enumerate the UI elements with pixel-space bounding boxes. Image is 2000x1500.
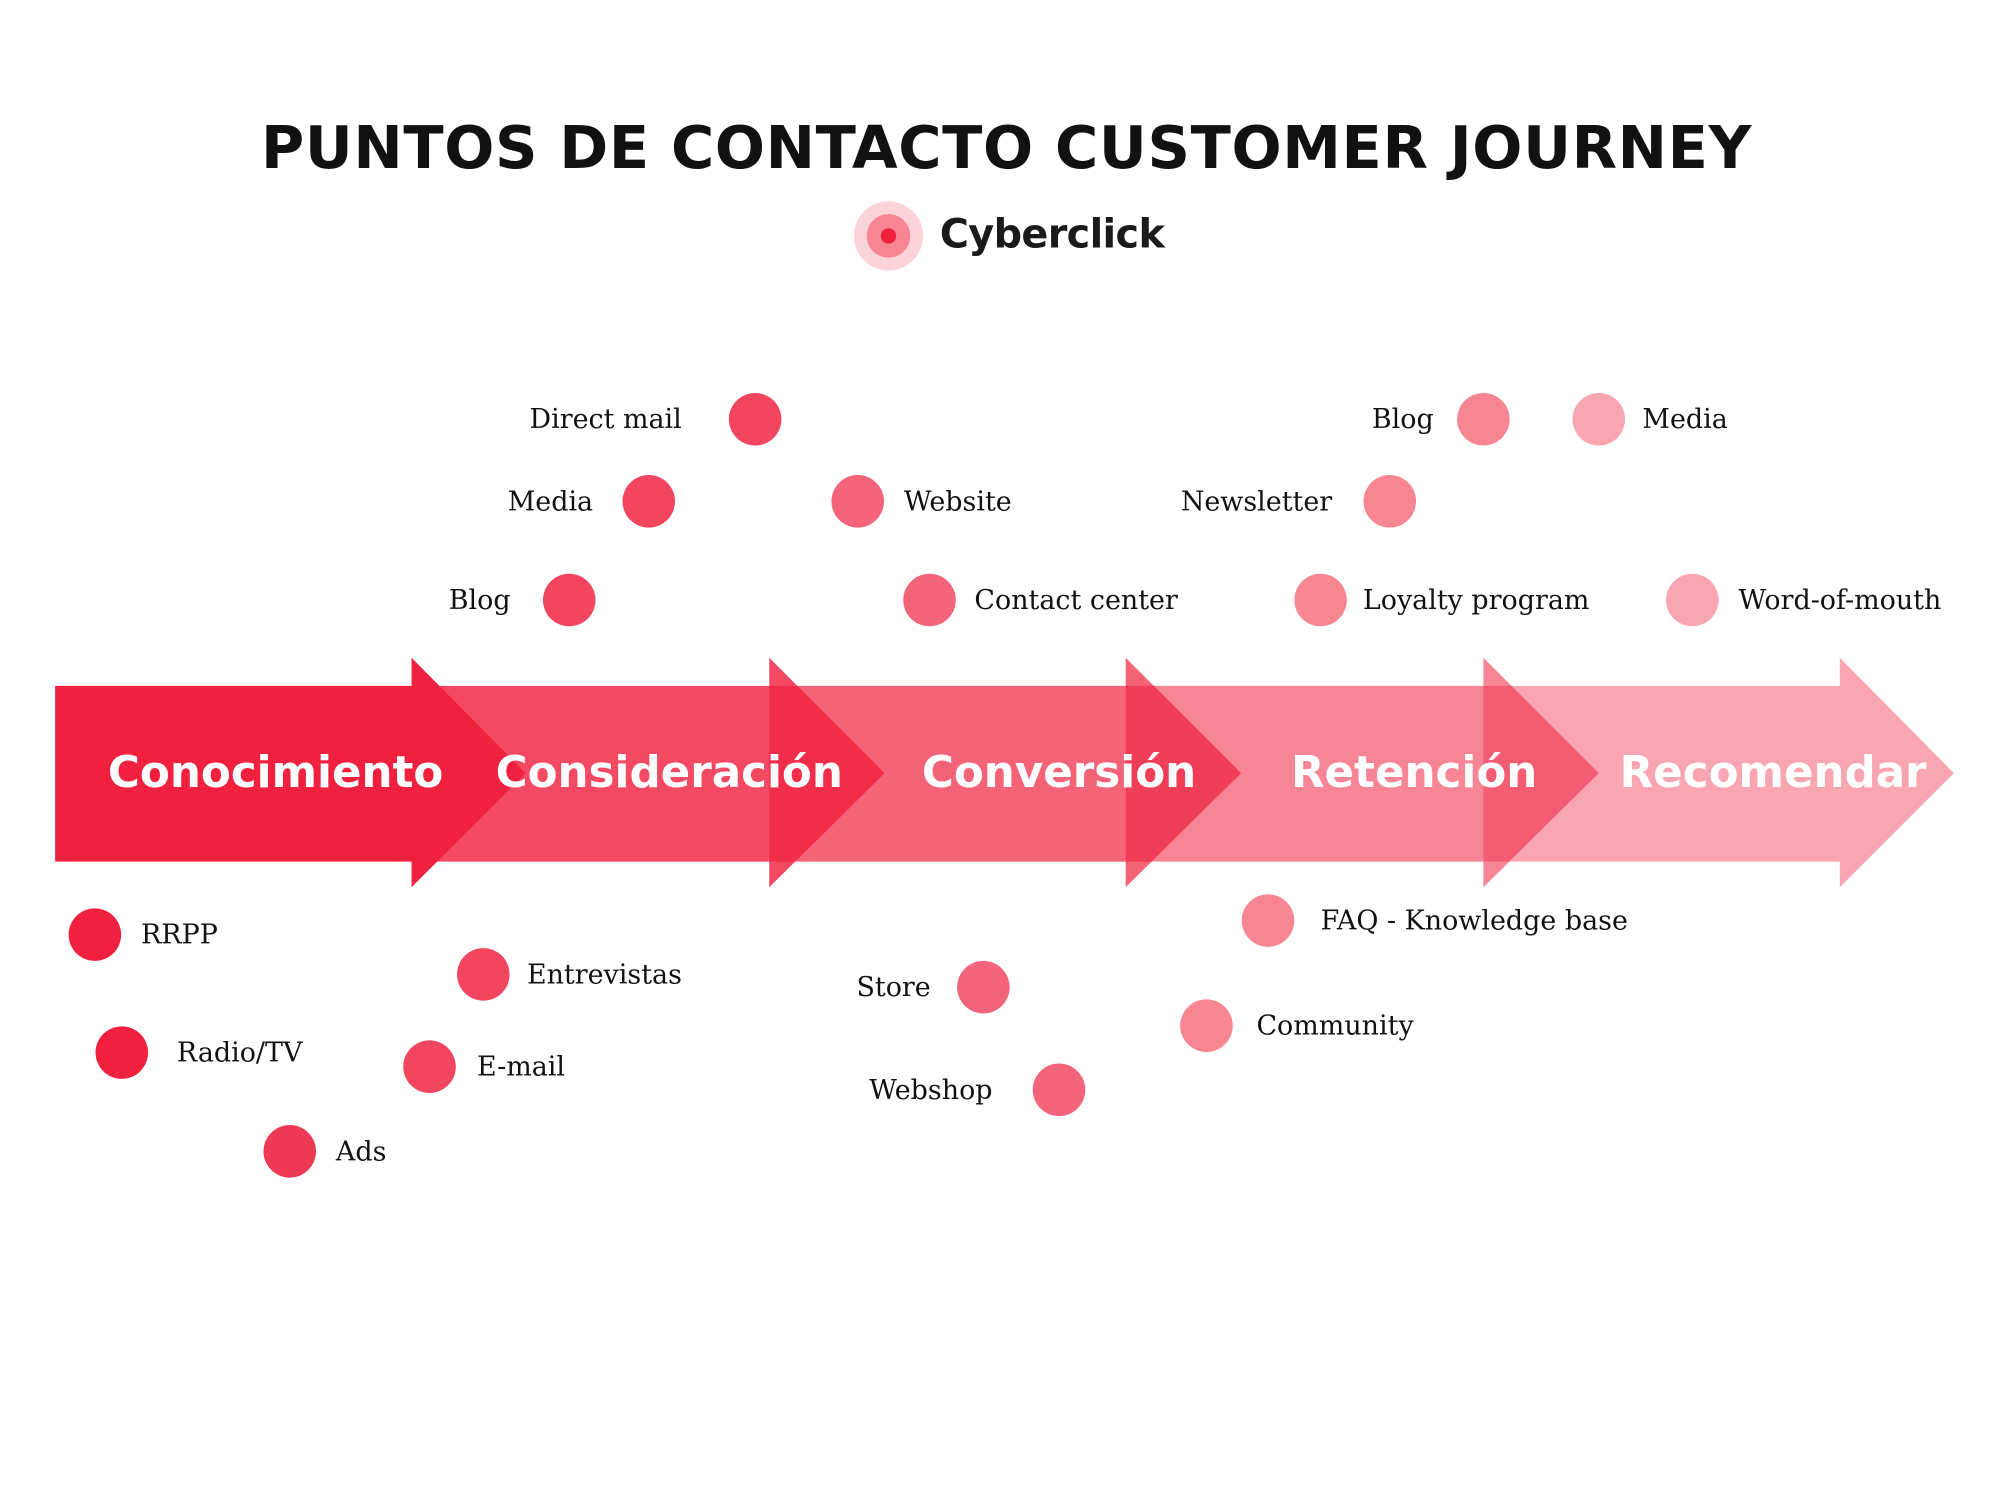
- touchpoint-label: E-mail: [476, 1051, 566, 1083]
- touchpoint-label: Blog: [1371, 403, 1434, 435]
- touchpoint-label: Word-of-mouth: [1738, 584, 1942, 616]
- touchpoint-dot: [263, 1125, 317, 1178]
- touchpoint-dot: [1666, 573, 1719, 627]
- arrow-conversion: [769, 657, 1242, 888]
- arrow-conocimiento: [55, 657, 526, 888]
- touchpoint-label: Newsletter: [1180, 485, 1333, 517]
- brand-name: Cyberclick: [939, 211, 1165, 258]
- touchpoint-dot: [622, 475, 676, 528]
- touchpoint-dot: [1241, 894, 1295, 947]
- touchpoint-label: Contact center: [974, 584, 1178, 616]
- touchpoint-label: Entrevistas: [526, 959, 682, 990]
- touchpoint-dot: [903, 573, 956, 627]
- touchpoint-dot: [457, 948, 510, 1001]
- touchpoint-dot: [1457, 392, 1510, 446]
- touchpoint-label: Blog: [448, 584, 511, 616]
- touchpoint-label: Website: [903, 485, 1012, 517]
- touchpoint-dot: [728, 392, 782, 446]
- touchpoint-label: Radio/TV: [176, 1037, 303, 1068]
- touchpoint-label: Webshop: [869, 1074, 993, 1106]
- touchpoint-label: Media: [1642, 403, 1728, 435]
- touchpoint-label: Loyalty program: [1362, 584, 1590, 616]
- touchpoint-dot: [95, 1026, 149, 1079]
- arrow-recomendar: [1483, 657, 1954, 888]
- touchpoint-dot: [68, 908, 122, 961]
- arrow-retencion: [1125, 657, 1599, 888]
- stage-recomendar: Recomendar: [1619, 747, 1927, 799]
- stage-conocimiento: Conocimiento: [107, 747, 444, 799]
- stage-conversion: Conversión: [921, 747, 1197, 799]
- touchpoint-dot: [1180, 999, 1233, 1052]
- touchpoint-dot: [1294, 573, 1347, 627]
- touchpoint-dot: [957, 960, 1010, 1014]
- stage-retencion: Retención: [1290, 747, 1538, 799]
- target-rings-icon: [853, 201, 924, 271]
- touchpoint-label: Ads: [335, 1135, 387, 1167]
- touchpoint-dot: [403, 1040, 456, 1093]
- arrow-consideracion: [411, 657, 885, 888]
- touchpoint-label: Community: [1256, 1010, 1414, 1042]
- touchpoint-dot: [1572, 392, 1626, 446]
- touchpoint-label: Direct mail: [529, 403, 682, 435]
- touchpoint-dot: [1032, 1063, 1086, 1117]
- stage-consideracion: Consideración: [495, 747, 843, 799]
- touchpoint-label: Store: [856, 971, 931, 1003]
- page-title: PUNTOS DE CONTACTO CUSTOMER JOURNEY: [260, 112, 1752, 183]
- touchpoint-dot: [1363, 475, 1417, 528]
- touchpoint-label: Media: [507, 485, 594, 517]
- touchpoint-dot: [542, 573, 596, 627]
- touchpoint-label: FAQ - Knowledge base: [1320, 905, 1628, 936]
- touchpoint-label: RRPP: [141, 919, 218, 951]
- touchpoint-dot: [831, 475, 885, 528]
